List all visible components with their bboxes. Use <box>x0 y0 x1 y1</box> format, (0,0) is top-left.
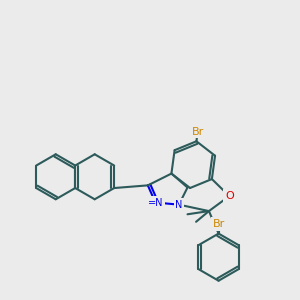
Text: O: O <box>225 191 234 201</box>
Text: =N: =N <box>148 197 163 208</box>
Text: N: N <box>175 200 183 210</box>
Text: Br: Br <box>212 219 225 229</box>
Text: Br: Br <box>192 127 204 137</box>
